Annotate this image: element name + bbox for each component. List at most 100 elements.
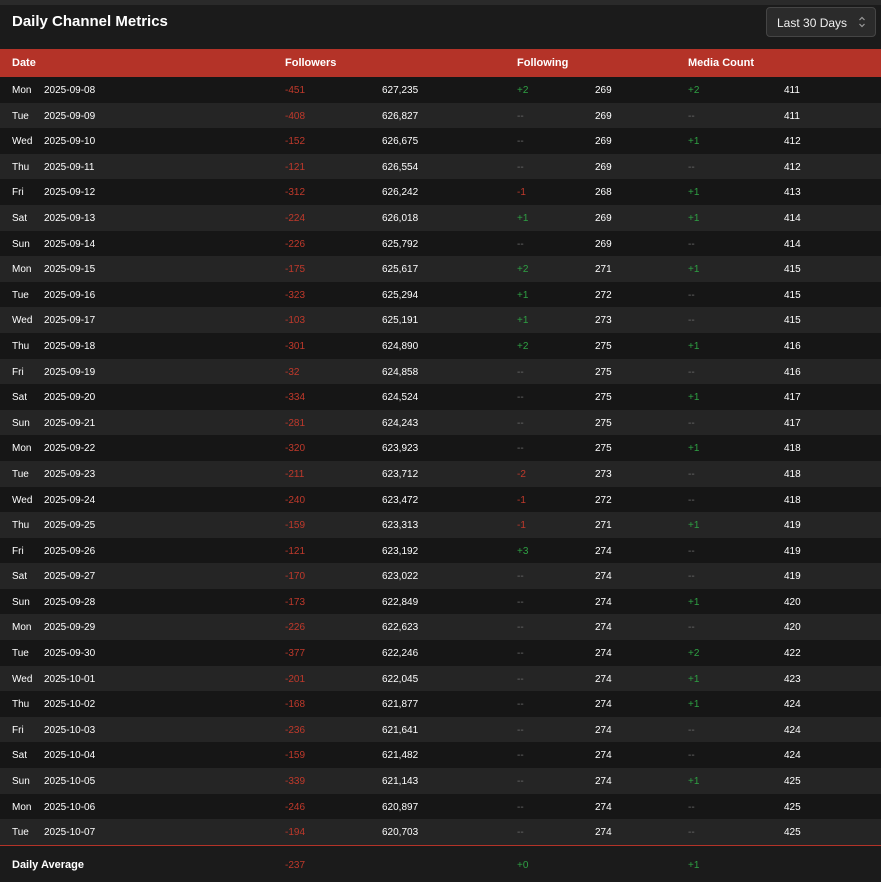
table-row[interactable]: Thu 2025-10-02 -168 621,877 -- 274 +1 424 — [0, 691, 881, 717]
media-total: 417 — [784, 392, 801, 404]
followers-total: 627,235 — [382, 85, 419, 96]
column-header-following[interactable]: Following — [517, 57, 569, 69]
day-of-week: Sat — [12, 212, 28, 224]
date-cell: 2025-09-30 — [44, 648, 96, 660]
date-range-select[interactable]: Last 30 Days — [766, 7, 876, 37]
table-row[interactable]: Sun 2025-10-05 -339 621,143 -- 274 +1 425 — [0, 768, 881, 794]
daily-average-label: Daily Average — [12, 859, 84, 871]
table-row[interactable]: Mon 2025-09-15 -175 625,617 +2 271 +1 415 — [0, 256, 881, 282]
table-row[interactable]: Thu 2025-09-18 -301 624,890 +2 275 +1 416 — [0, 332, 881, 359]
day-of-week: Wed — [12, 136, 33, 148]
day-of-week: Sat — [12, 392, 28, 404]
media-change: -- — [688, 750, 695, 762]
followers-change: -246 — [285, 801, 306, 813]
followers-change: -121 — [285, 545, 306, 557]
followers-change: -339 — [285, 776, 306, 788]
followers-change: -323 — [285, 289, 306, 301]
media-change: +1 — [688, 699, 700, 711]
followers-change: -224 — [285, 212, 306, 224]
date-range-label: Last 30 Days — [777, 16, 848, 30]
media-change: -- — [688, 827, 695, 839]
media-total: 425 — [784, 776, 801, 788]
table-row[interactable]: Sun 2025-09-28 -173 622,849 -- 274 +1 420 — [0, 588, 881, 615]
date-cell: 2025-09-08 — [44, 85, 96, 96]
column-header-followers[interactable]: Followers — [285, 57, 337, 69]
day-of-week: Wed — [12, 673, 33, 685]
table-row[interactable]: Tue 2025-09-23 -211 623,712 -2 273 -- 418 — [0, 460, 881, 487]
table-row[interactable]: Fri 2025-09-26 -121 623,192 +3 274 -- 419 — [0, 537, 881, 564]
date-cell: 2025-09-24 — [44, 494, 96, 506]
media-average: +1 — [688, 860, 700, 871]
following-change: +2 — [517, 264, 529, 276]
media-total: 413 — [784, 187, 801, 199]
followers-total: 620,897 — [382, 801, 419, 813]
table-footer: Daily Average -237 +0 +1 — [0, 846, 881, 882]
table-row[interactable]: Fri 2025-10-03 -236 621,641 -- 274 -- 424 — [0, 716, 881, 743]
date-cell: 2025-09-13 — [44, 212, 96, 224]
day-of-week: Fri — [12, 545, 24, 557]
table-row[interactable]: Fri 2025-09-19 -32 624,858 -- 275 -- 416 — [0, 358, 881, 385]
day-of-week: Tue — [12, 648, 29, 660]
date-cell: 2025-09-21 — [44, 417, 96, 429]
table-header: Date Followers Following Media Count — [0, 49, 881, 77]
following-change: -2 — [517, 468, 526, 480]
media-change: -- — [688, 622, 695, 634]
table-row[interactable]: Tue 2025-09-09 -408 626,827 -- 269 -- 411 — [0, 102, 881, 129]
following-total: 274 — [595, 622, 612, 634]
table-row[interactable]: Mon 2025-09-08 -451 627,235 +2 269 +2 411 — [0, 77, 881, 103]
followers-total: 624,524 — [382, 392, 419, 404]
followers-total: 625,617 — [382, 264, 419, 276]
table-row[interactable]: Thu 2025-09-11 -121 626,554 -- 269 -- 412 — [0, 153, 881, 180]
table-row[interactable]: Thu 2025-09-25 -159 623,313 -1 271 +1 419 — [0, 512, 881, 538]
table-row[interactable]: Wed 2025-09-17 -103 625,191 +1 273 -- 415 — [0, 307, 881, 333]
media-change: +1 — [688, 443, 700, 455]
following-total: 269 — [595, 212, 612, 224]
table-row[interactable]: Sat 2025-09-20 -334 624,524 -- 275 +1 417 — [0, 384, 881, 410]
following-change: -- — [517, 136, 524, 148]
following-change: +2 — [517, 85, 529, 96]
table-row[interactable]: Mon 2025-09-29 -226 622,623 -- 274 -- 420 — [0, 614, 881, 641]
followers-total: 624,890 — [382, 340, 419, 352]
column-header-media-count[interactable]: Media Count — [688, 57, 754, 69]
following-total: 274 — [595, 699, 612, 711]
table-row[interactable]: Sat 2025-09-13 -224 626,018 +1 269 +1 414 — [0, 204, 881, 231]
table-row[interactable]: Mon 2025-10-06 -246 620,897 -- 274 -- 425 — [0, 793, 881, 820]
day-of-week: Mon — [12, 85, 32, 96]
table-row[interactable]: Sun 2025-09-14 -226 625,792 -- 269 -- 414 — [0, 230, 881, 257]
media-change: +1 — [688, 264, 700, 276]
table-row[interactable]: Tue 2025-09-16 -323 625,294 +1 272 -- 415 — [0, 281, 881, 308]
media-change: +1 — [688, 187, 700, 199]
media-change: -- — [688, 366, 695, 378]
followers-change: -159 — [285, 750, 306, 762]
table-row[interactable]: Wed 2025-09-10 -152 626,675 -- 269 +1 412 — [0, 128, 881, 154]
table-row[interactable]: Mon 2025-09-22 -320 623,923 -- 275 +1 418 — [0, 435, 881, 461]
table-row[interactable]: Fri 2025-09-12 -312 626,242 -1 268 +1 413 — [0, 179, 881, 205]
followers-total: 622,045 — [382, 673, 419, 685]
followers-change: -170 — [285, 571, 306, 583]
column-header-date[interactable]: Date — [12, 57, 36, 69]
followers-total: 623,192 — [382, 545, 419, 557]
followers-change: -451 — [285, 85, 306, 96]
following-total: 275 — [595, 392, 612, 404]
followers-change: -334 — [285, 392, 306, 404]
following-total: 274 — [595, 673, 612, 685]
day-of-week: Mon — [12, 443, 32, 455]
table-row[interactable]: Tue 2025-09-30 -377 622,246 -- 274 +2 422 — [0, 640, 881, 666]
media-change: -- — [688, 724, 695, 736]
media-change: +2 — [688, 648, 700, 660]
media-change: -- — [688, 238, 695, 250]
following-change: -- — [517, 724, 524, 736]
following-change: -- — [517, 699, 524, 711]
following-total: 272 — [595, 289, 612, 301]
table-row[interactable]: Wed 2025-09-24 -240 623,472 -1 272 -- 418 — [0, 486, 881, 513]
table-row[interactable]: Sun 2025-09-21 -281 624,243 -- 275 -- 417 — [0, 409, 881, 436]
media-change: -- — [688, 315, 695, 327]
media-change: +1 — [688, 596, 700, 608]
table-row[interactable]: Sat 2025-10-04 -159 621,482 -- 274 -- 424 — [0, 742, 881, 769]
following-total: 274 — [595, 801, 612, 813]
date-cell: 2025-10-04 — [44, 750, 96, 762]
date-cell: 2025-09-25 — [44, 520, 96, 532]
table-row[interactable]: Wed 2025-10-01 -201 622,045 -- 274 +1 423 — [0, 665, 881, 692]
table-row[interactable]: Sat 2025-09-27 -170 623,022 -- 274 -- 419 — [0, 563, 881, 589]
table-row[interactable]: Tue 2025-10-07 -194 620,703 -- 274 -- 425 — [0, 819, 881, 845]
